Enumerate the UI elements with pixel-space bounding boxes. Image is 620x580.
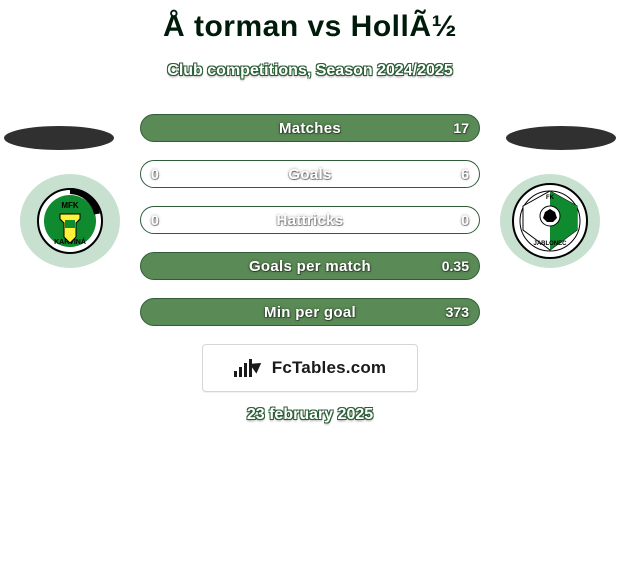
stat-label: Goals [288,166,331,183]
fctables-label: FcTables.com [272,358,387,378]
stat-right-value: 0 [461,212,469,228]
fctables-badge[interactable]: FcTables.com [202,344,418,392]
stat-right-value: 373 [446,304,469,320]
team-badge-right: FK JABLONEC [500,174,600,268]
stat-label: Matches [279,120,341,137]
svg-text:MFK: MFK [61,201,79,210]
stat-right-value: 0.35 [442,258,469,274]
team-badge-left: MFK KARVINÁ [20,174,120,268]
stats-list: Matches 17 0 Goals 6 0 Hattricks 0 Goals… [140,114,480,326]
fctables-logo-icon [234,359,266,377]
avatar-shadow-right [506,126,616,150]
stat-row-goals-per-match: Goals per match 0.35 [140,252,480,280]
karvina-shield-icon: MFK KARVINÁ [37,186,103,256]
svg-text:JABLONEC: JABLONEC [533,241,567,247]
season-subtitle: Club competitions, Season 2024/2025 [0,62,620,80]
generated-date: 23 february 2025 [0,406,620,424]
stat-right-value: 6 [461,166,469,182]
stat-label: Min per goal [264,304,356,321]
bars-icon [234,359,252,377]
stat-label: Hattricks [277,212,344,229]
stat-left-value: 0 [151,166,159,182]
stat-row-goals: 0 Goals 6 [140,160,480,188]
page-title: Å torman vs HollÃ½ [0,10,620,44]
jablonec-shield-icon: FK JABLONEC [511,182,589,260]
comparison-card: Å torman vs HollÃ½ Club competitions, Se… [0,0,620,424]
stat-left-value: 0 [151,212,159,228]
stat-row-hattricks: 0 Hattricks 0 [140,206,480,234]
stat-right-value: 17 [453,120,469,136]
stat-row-matches: Matches 17 [140,114,480,142]
avatar-shadow-left [4,126,114,150]
svg-text:FK: FK [546,195,555,201]
stat-label: Goals per match [249,258,371,275]
stat-row-min-per-goal: Min per goal 373 [140,298,480,326]
